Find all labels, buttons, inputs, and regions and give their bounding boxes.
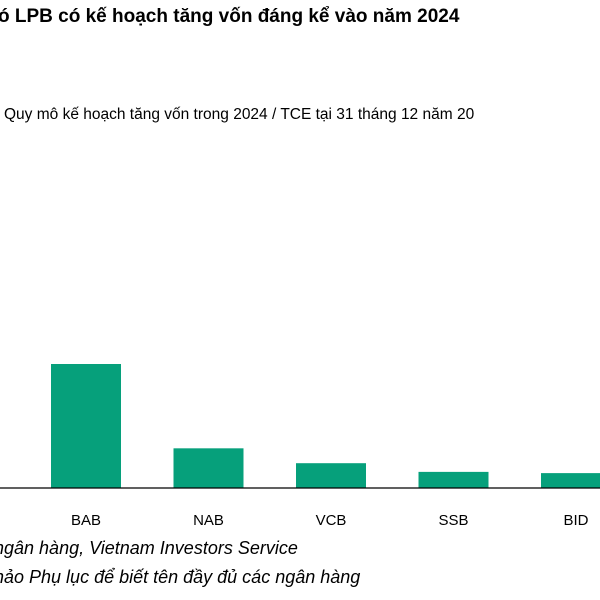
x-tick-label-ssb: SSB bbox=[438, 512, 468, 529]
chart-title: ó LPB có kế hoạch tăng vốn đáng kể vào n… bbox=[0, 6, 460, 27]
reference-note: hảo Phụ lục để biết tên đầy đủ các ngân … bbox=[0, 567, 361, 587]
x-tick-label-vcb: VCB bbox=[316, 512, 347, 529]
bar-bab bbox=[51, 364, 121, 488]
bar-vcb bbox=[296, 463, 366, 488]
chart-subtitle: Quy mô kế hoạch tăng vốn trong 2024 / TC… bbox=[4, 106, 475, 123]
bars-group bbox=[51, 364, 600, 488]
x-tick-label-bab: BAB bbox=[71, 512, 101, 529]
source-note: ngân hàng, Vietnam Investors Service bbox=[0, 538, 298, 558]
x-tick-label-bid: BID bbox=[563, 512, 588, 529]
bar-nab bbox=[173, 448, 244, 488]
x-tick-label-nab: NAB bbox=[193, 512, 224, 529]
bar-ssb bbox=[418, 471, 489, 488]
tick-labels-group: BAB NAB VCB SSB BID bbox=[71, 512, 589, 529]
bar-bid bbox=[541, 473, 600, 488]
